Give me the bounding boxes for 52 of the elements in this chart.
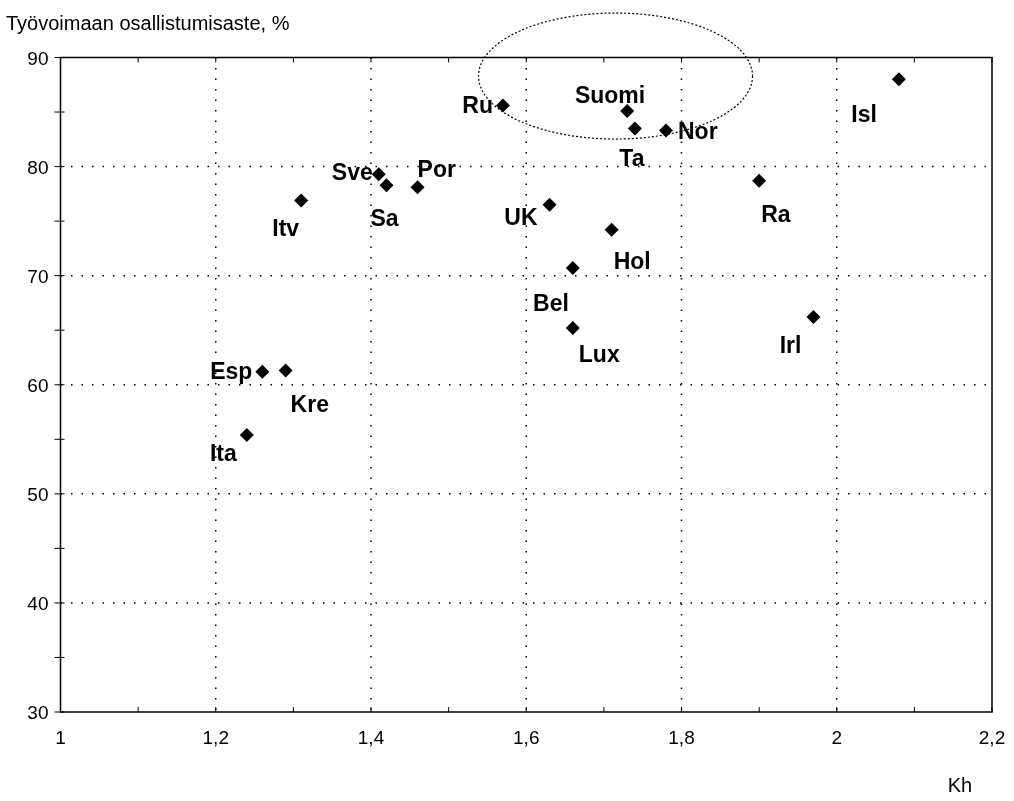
point (495, 98, 510, 113)
annotation: Isl (851, 101, 877, 128)
point (565, 321, 580, 336)
annotation: Ra (761, 200, 791, 227)
annotation: Irl (779, 332, 802, 359)
y-tick-label: 80 (27, 156, 49, 178)
point (542, 197, 557, 212)
point (410, 180, 425, 195)
annotation: Bel (533, 290, 569, 317)
y-tick-label: 60 (27, 374, 49, 396)
x-tick-label: 1,4 (357, 727, 385, 748)
y-tick-label: 50 (27, 483, 49, 505)
annotation: Kre (290, 390, 329, 417)
point (658, 123, 673, 138)
annotation: Sve (331, 159, 373, 186)
annotation: Ita (209, 439, 238, 466)
point (371, 167, 386, 182)
point (239, 427, 254, 442)
y-axis-title: Työvoimaan osallistumisaste, % (6, 12, 290, 34)
annotation: Ta (619, 145, 645, 172)
annotation: Hol (613, 247, 651, 274)
y-tick-label: 70 (27, 265, 49, 287)
x-tick-label: 2 (831, 727, 843, 748)
y-tick-label: 30 (27, 702, 49, 723)
annotation: Itv (272, 215, 300, 242)
annotation: UK (504, 203, 538, 230)
x-tick-label: 1,2 (202, 727, 229, 748)
point (891, 72, 906, 87)
point (627, 121, 642, 136)
annotation: Nor (677, 117, 718, 144)
point (565, 261, 580, 276)
x-tick-label: 2,2 (978, 727, 1006, 748)
annotation: Por (417, 156, 456, 183)
x-tick-label: 1,8 (668, 727, 695, 748)
point (620, 103, 635, 118)
annotation: Suomi (574, 81, 646, 108)
point (379, 178, 394, 193)
annotation: Lux (578, 341, 620, 368)
point (806, 310, 821, 325)
annotation: Esp (210, 357, 253, 384)
point (752, 173, 767, 188)
annotation: Ru (462, 92, 493, 119)
x-tick-label: 1,6 (513, 727, 540, 748)
annotation: Sa (370, 205, 399, 232)
point (278, 363, 293, 378)
point (604, 222, 619, 237)
y-tick-label: 90 (27, 47, 49, 69)
y-tick-label: 40 (27, 592, 49, 614)
x-axis-title: Kh (947, 774, 973, 796)
point (255, 364, 270, 379)
point (294, 193, 309, 208)
x-tick-label: 1 (55, 727, 66, 748)
